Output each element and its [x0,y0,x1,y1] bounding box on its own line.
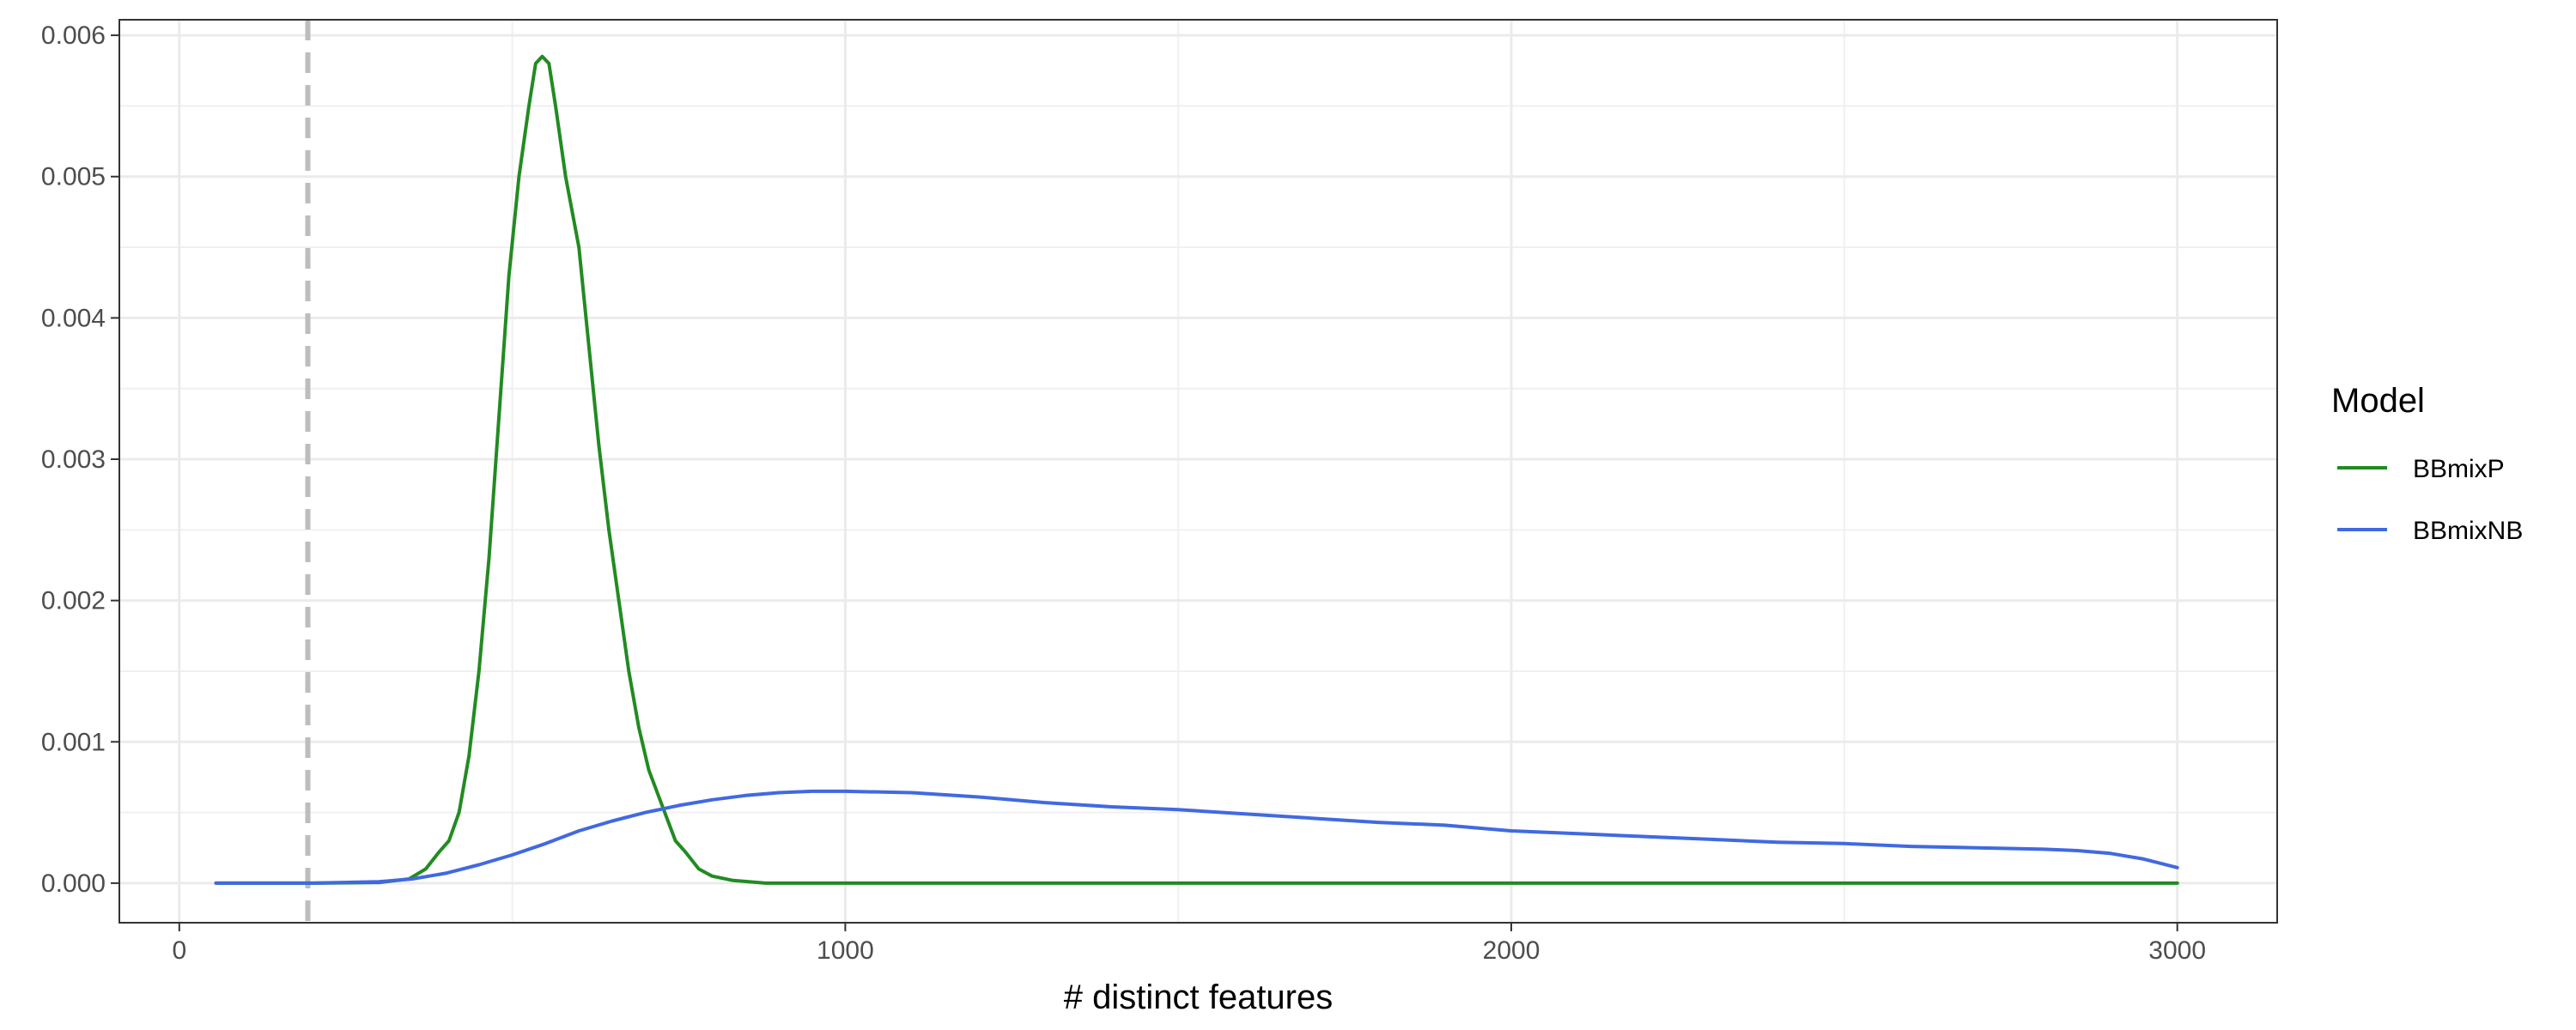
y-axis-ticks: 0.000 0.001 0.002 0.003 0.004 0.005 0.006 [41,21,119,898]
series-lines [214,54,2179,885]
legend: Model BBmixP BBmixNB [2331,382,2523,545]
x-tick-label: 1000 [817,936,874,965]
y-tick-label: 0.000 [41,869,106,898]
x-axis-ticks: 0 1000 2000 3000 [172,923,2206,965]
x-tick-label: 0 [172,936,186,965]
y-tick-label: 0.002 [41,587,106,615]
major-gridlines [119,20,2277,923]
series-line-bbmixnb [214,789,2179,885]
legend-items: BBmixP BBmixNB [2337,455,2523,545]
x-tick-label: 2000 [1483,936,1540,965]
y-tick-label: 0.006 [41,21,106,50]
y-tick-label: 0.001 [41,728,106,756]
x-tick-label: 3000 [2148,936,2206,965]
plot-panel-border [118,19,2278,924]
legend-label-bbmixp: BBmixP [2413,455,2505,483]
legend-label-bbmixnb: BBmixNB [2413,517,2523,545]
y-tick-label: 0.005 [41,163,106,191]
minor-gridlines [119,20,2277,923]
series-line-bbmixp [214,54,2179,885]
legend-title: Model [2331,382,2425,420]
y-tick-label: 0.003 [41,445,106,474]
x-axis-title: # distinct features [1064,978,1334,1016]
y-tick-label: 0.004 [41,304,106,332]
